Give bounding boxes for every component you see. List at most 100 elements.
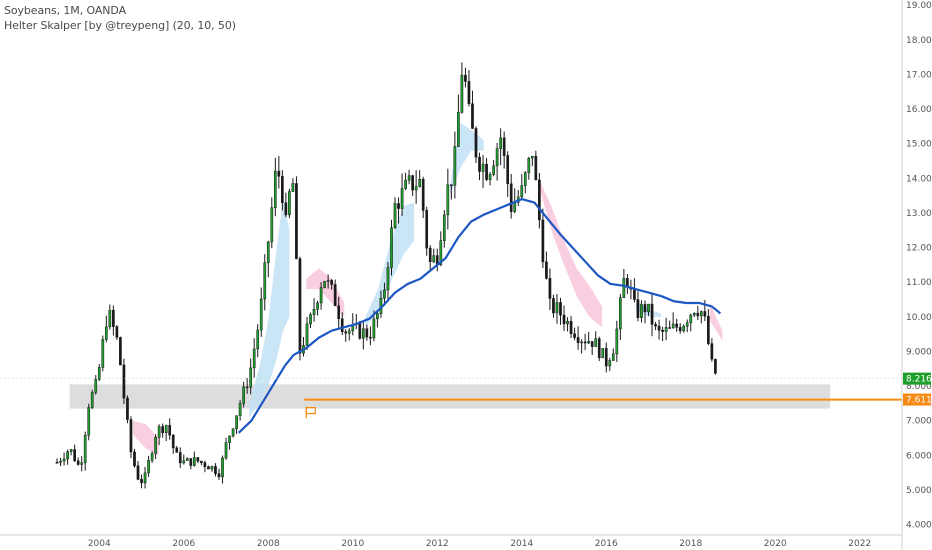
- candle-body: [83, 434, 87, 464]
- candle-body: [175, 447, 179, 453]
- candle-body: [185, 458, 189, 461]
- candle-body: [337, 305, 341, 320]
- trend-band-down: [133, 420, 159, 456]
- candle-body: [203, 462, 207, 467]
- candle-body: [587, 341, 591, 344]
- candle-body: [330, 280, 333, 285]
- candle-body: [309, 314, 312, 325]
- level-label: 7.611: [906, 396, 932, 406]
- indicator-title: Helter Skalper [by @treypeng] (20, 10, 5…: [4, 19, 236, 32]
- candle-body: [580, 341, 583, 344]
- candle-body: [312, 309, 316, 315]
- candle-body: [361, 328, 365, 339]
- candle-body: [164, 425, 168, 434]
- candle-body: [347, 330, 351, 334]
- candle-body: [182, 460, 186, 464]
- time-tick-label: 2020: [764, 539, 787, 549]
- candle-body: [696, 312, 700, 317]
- candle-body: [562, 314, 566, 325]
- candle-body: [129, 419, 133, 453]
- candle-body: [502, 137, 506, 156]
- candle-body: [604, 348, 608, 367]
- candle-body: [386, 267, 390, 291]
- candle-body: [576, 337, 580, 343]
- moving-average-line: [237, 198, 722, 434]
- candle-body: [217, 473, 221, 478]
- candle-body: [640, 304, 643, 318]
- candle-body: [358, 323, 362, 339]
- candle-body: [643, 304, 647, 313]
- candle-body: [552, 298, 555, 314]
- candle-body: [538, 179, 541, 221]
- candle-body: [636, 299, 640, 318]
- candle-body: [372, 318, 376, 339]
- candle-body: [210, 466, 214, 470]
- candle-body: [66, 451, 69, 460]
- candle-body: [369, 336, 372, 339]
- candle-body: [692, 312, 696, 316]
- candle-body: [393, 203, 397, 228]
- time-tick-label: 2004: [88, 539, 111, 549]
- candle-body: [157, 426, 161, 438]
- time-tick-label: 2022: [848, 539, 871, 549]
- candle-body: [333, 284, 337, 306]
- time-tick-label: 2018: [679, 539, 702, 549]
- candle-body: [238, 403, 242, 416]
- candle-body: [69, 449, 73, 452]
- candle-body: [249, 367, 253, 388]
- candle-body: [654, 324, 657, 327]
- price-axis[interactable]: 4.000 5.000 6.000 7.000 8.000 9.000 10.000 11.0…: [901, 0, 932, 550]
- time-axis[interactable]: 2004 2006 2008 2010 2012 2014 2016 2018 2020 2022: [0, 534, 902, 549]
- price-tick-label: 8.000: [906, 382, 932, 392]
- candle-body: [344, 331, 348, 334]
- candle-body: [259, 298, 263, 331]
- candle-body: [699, 311, 703, 317]
- price-tick-label: 4.000: [906, 521, 932, 531]
- candle-body: [178, 452, 182, 464]
- candle-body: [281, 175, 284, 203]
- candle-body: [569, 321, 573, 334]
- candle-body: [87, 407, 91, 436]
- candle-body: [590, 341, 594, 347]
- time-tick-label: 2006: [172, 539, 195, 549]
- candle-body: [583, 341, 587, 344]
- horizontal-level[interactable]: [304, 398, 902, 419]
- candle-body: [235, 415, 238, 430]
- flag-icon-body: [305, 406, 316, 415]
- candle-body: [150, 453, 154, 461]
- price-tick-label: 19.000: [906, 1, 932, 11]
- price-tick-label: 16.000: [906, 105, 932, 115]
- candle-body: [154, 437, 157, 454]
- price-tick-label: 18.000: [906, 36, 932, 46]
- candle-body: [193, 457, 196, 466]
- candle-body: [664, 327, 668, 332]
- candle-body: [143, 472, 147, 484]
- trend-band-down: [538, 178, 603, 328]
- candle-body: [485, 163, 488, 180]
- candle-body: [80, 462, 84, 465]
- symbol-title: Soybeans, 1M, OANDA: [4, 4, 127, 17]
- candle-body: [685, 322, 689, 327]
- candle-body: [541, 219, 545, 263]
- candle-body: [682, 325, 686, 332]
- candle-body: [678, 327, 682, 332]
- candle-body: [474, 128, 478, 158]
- candle-body: [305, 323, 309, 346]
- candle-body: [319, 287, 323, 304]
- candle-body: [256, 329, 260, 350]
- candle-body: [104, 326, 108, 340]
- candle-body: [133, 451, 136, 467]
- candle-body: [566, 321, 569, 325]
- candle-body: [506, 155, 510, 185]
- candle-body: [460, 74, 464, 113]
- candle-body: [122, 364, 126, 399]
- candle-body: [668, 327, 671, 329]
- candle-body: [425, 210, 429, 249]
- candle-body: [73, 449, 76, 462]
- candle-body: [647, 303, 650, 313]
- candle-body: [245, 386, 249, 389]
- candle-body: [277, 170, 281, 177]
- candle-body: [492, 165, 495, 175]
- candle-body: [675, 323, 679, 328]
